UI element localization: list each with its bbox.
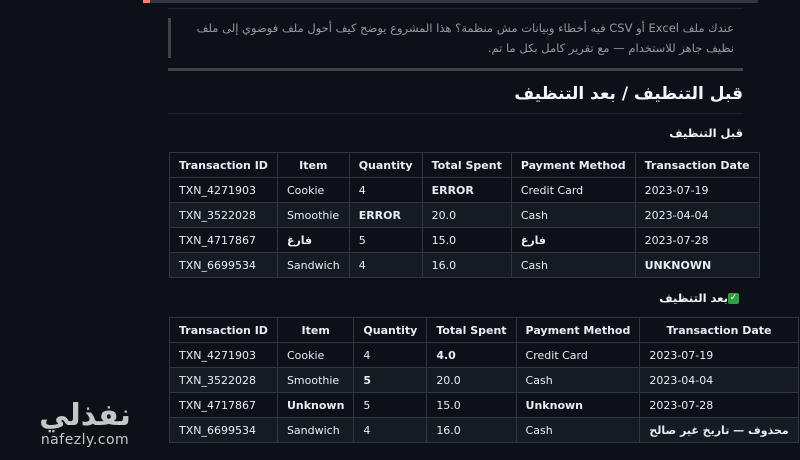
table-cell: 4 — [348, 177, 423, 203]
table-cell: TXN_6699534 — [169, 252, 278, 278]
table-cell: 5 — [353, 392, 428, 418]
table-cell: Unknown — [276, 392, 355, 418]
table-cell: Unknown — [515, 392, 641, 418]
intro-blockquote: عندك ملف Excel أو CSV فيه أخطاء وبيانات … — [168, 18, 742, 58]
table-row: TXN_6699534 Sandwich 4 16.0 Cash UNKNOWN — [169, 252, 760, 278]
before-table: Transaction ID Item Quantity Total Spent Pay… — [169, 152, 760, 278]
table-cell: UNKNOWN — [634, 252, 760, 278]
table-cell: 16.0 — [426, 417, 517, 443]
header-row: Transaction ID Item Quantity Total Spent Pay… — [169, 152, 760, 178]
table-row: TXN_4271903 Cookie 4 ERROR Credit Card 2023-0… — [169, 177, 760, 203]
header-row: Transaction ID Item Quantity Total Spent Pay… — [169, 317, 799, 343]
table-cell: TXN_4271903 — [169, 342, 278, 368]
table-cell: 2023-07-19 — [639, 342, 799, 368]
watermark-latin: nafezly.com — [40, 432, 130, 448]
table-cell: 5 — [353, 367, 428, 393]
table-cell: Sandwich — [276, 417, 355, 443]
column-header: Transaction Date — [639, 317, 799, 343]
table-cell: 4 — [353, 342, 428, 368]
table-row: TXN_3522028 Smoothie 5 20.0 Cash 2023-04-04 — [169, 367, 799, 393]
table-cell: Smoothie — [276, 367, 355, 393]
section-title: قبل التنظيف / بعد التنظيف — [514, 84, 743, 104]
after-heading: ✓بعد التنظيف — [659, 291, 743, 305]
table-cell: TXN_3522028 — [169, 202, 278, 228]
column-header: Transaction ID — [169, 317, 278, 343]
table-cell: Credit Card — [510, 177, 636, 203]
table-cell: Cash — [510, 202, 636, 228]
table-cell: 15.0 — [426, 392, 517, 418]
table-row: TXN_6699534 Sandwich 4 16.0 Cash محذوف — تاري… — [169, 417, 799, 443]
after-table: Transaction ID Item Quantity Total Spent Pay… — [169, 317, 799, 443]
table-cell: Cash — [515, 367, 641, 393]
column-header: Total Spent — [426, 317, 517, 343]
table-row: TXN_3522028 Smoothie ERROR 20.0 Cash 2023-04-… — [169, 202, 760, 228]
column-header: Payment Method — [515, 317, 641, 343]
table-cell: 4.0 — [426, 342, 517, 368]
table-cell: Cookie — [276, 342, 355, 368]
table-cell: TXN_4717867 — [169, 227, 278, 253]
after-heading-label: بعد التنظيف — [659, 291, 728, 305]
table-cell: 2023-04-04 — [634, 202, 760, 228]
table-cell: 2023-07-28 — [639, 392, 799, 418]
table-cell: فارغ — [510, 227, 636, 253]
table-row: TXN_4717867 فارغ 5 15.0 فارغ 2023-07-28 — [169, 227, 760, 253]
column-header: Total Spent — [421, 152, 512, 178]
table-cell: 20.0 — [426, 367, 517, 393]
table-cell: 20.0 — [421, 202, 512, 228]
column-header: Payment Method — [510, 152, 636, 178]
table-cell: 5 — [348, 227, 423, 253]
table-cell: Sandwich — [276, 252, 350, 278]
table-cell: ERROR — [421, 177, 512, 203]
table-cell: فارغ — [276, 227, 350, 253]
column-header: Transaction Date — [634, 152, 760, 178]
table-row: TXN_4717867 Unknown 5 15.0 Unknown 2023-07-28 — [169, 392, 799, 418]
before-heading: قبل التنظيف — [669, 126, 743, 140]
white-check-mark-icon: ✓ — [728, 293, 739, 304]
table-cell: Cookie — [276, 177, 350, 203]
table-cell: Cash — [515, 417, 641, 443]
nafezly-watermark-logo: نفذلي nafezly.com — [20, 398, 150, 449]
table-cell: Credit Card — [515, 342, 641, 368]
table-cell: TXN_4271903 — [169, 177, 278, 203]
table-cell: TXN_6699534 — [169, 417, 278, 443]
table-cell: 4 — [353, 417, 428, 443]
column-header: Quantity — [353, 317, 428, 343]
table-cell: 16.0 — [421, 252, 512, 278]
table-cell: TXN_3522028 — [169, 367, 278, 393]
column-header: Item — [276, 317, 355, 343]
table-cell: 15.0 — [421, 227, 512, 253]
table-cell: Cash — [510, 252, 636, 278]
divider — [168, 113, 743, 114]
divider — [168, 8, 743, 9]
table-cell: TXN_4717867 — [169, 392, 278, 418]
table-cell: ERROR — [348, 202, 423, 228]
table-cell: 2023-07-28 — [634, 227, 760, 253]
progress-accent — [143, 0, 150, 3]
column-header: Item — [276, 152, 350, 178]
table-row: TXN_4271903 Cookie 4 4.0 Credit Card 2023-07-… — [169, 342, 799, 368]
table-cell: 2023-04-04 — [639, 367, 799, 393]
column-header: Quantity — [348, 152, 423, 178]
table-cell: 2023-07-19 — [634, 177, 760, 203]
horizontal-rule — [168, 68, 743, 71]
table-cell: 4 — [348, 252, 423, 278]
top-border — [143, 0, 758, 3]
table-cell: Smoothie — [276, 202, 350, 228]
watermark-arabic: نفذلي — [39, 398, 131, 433]
table-cell: محذوف — تاريخ غير صالح — [639, 417, 799, 443]
column-header: Transaction ID — [169, 152, 278, 178]
